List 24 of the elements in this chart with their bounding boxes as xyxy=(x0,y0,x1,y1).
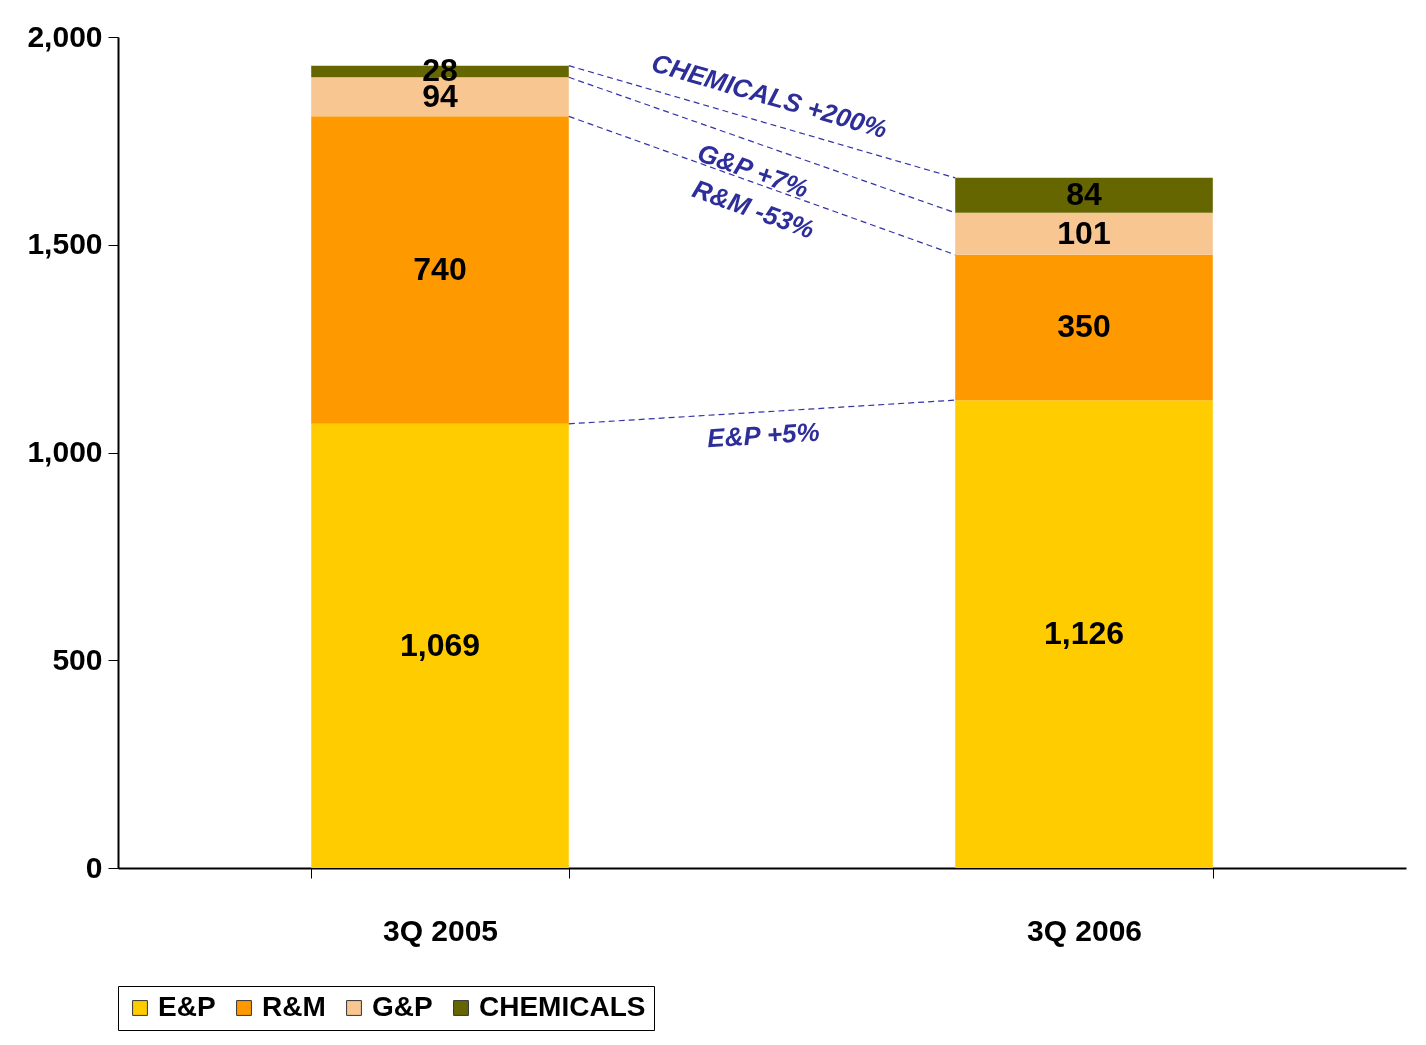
text: 740 xyxy=(413,251,467,288)
legend-label: G&P xyxy=(372,991,433,1022)
y-tick-label: 500 xyxy=(52,642,103,676)
x-tick-label: 3Q 2006 xyxy=(1026,913,1143,947)
bar xyxy=(955,212,1213,255)
y-tick-label: 1,000 xyxy=(27,435,103,468)
y-tick-label: 2,000 xyxy=(27,19,103,53)
bar xyxy=(311,116,569,424)
bar xyxy=(955,400,1213,868)
legend-label: CHEMICALS xyxy=(479,991,646,1022)
legend-label: R&M xyxy=(262,991,326,1022)
text: 1,126 xyxy=(1043,615,1125,652)
text: 350 xyxy=(1057,308,1111,345)
y-tick-label: 0 xyxy=(85,850,103,884)
text: 101 xyxy=(1057,214,1111,251)
y-tick-label: 1,500 xyxy=(27,227,103,261)
x-tick-label: 3Q 2005 xyxy=(382,913,499,947)
text: 1,069 xyxy=(399,626,481,663)
annotation: E&P +5% xyxy=(706,416,821,454)
bar xyxy=(955,254,1213,401)
bar xyxy=(311,423,569,868)
text: 84 xyxy=(1066,176,1102,213)
legend-label: E&P xyxy=(158,991,216,1022)
bar xyxy=(955,177,1213,213)
